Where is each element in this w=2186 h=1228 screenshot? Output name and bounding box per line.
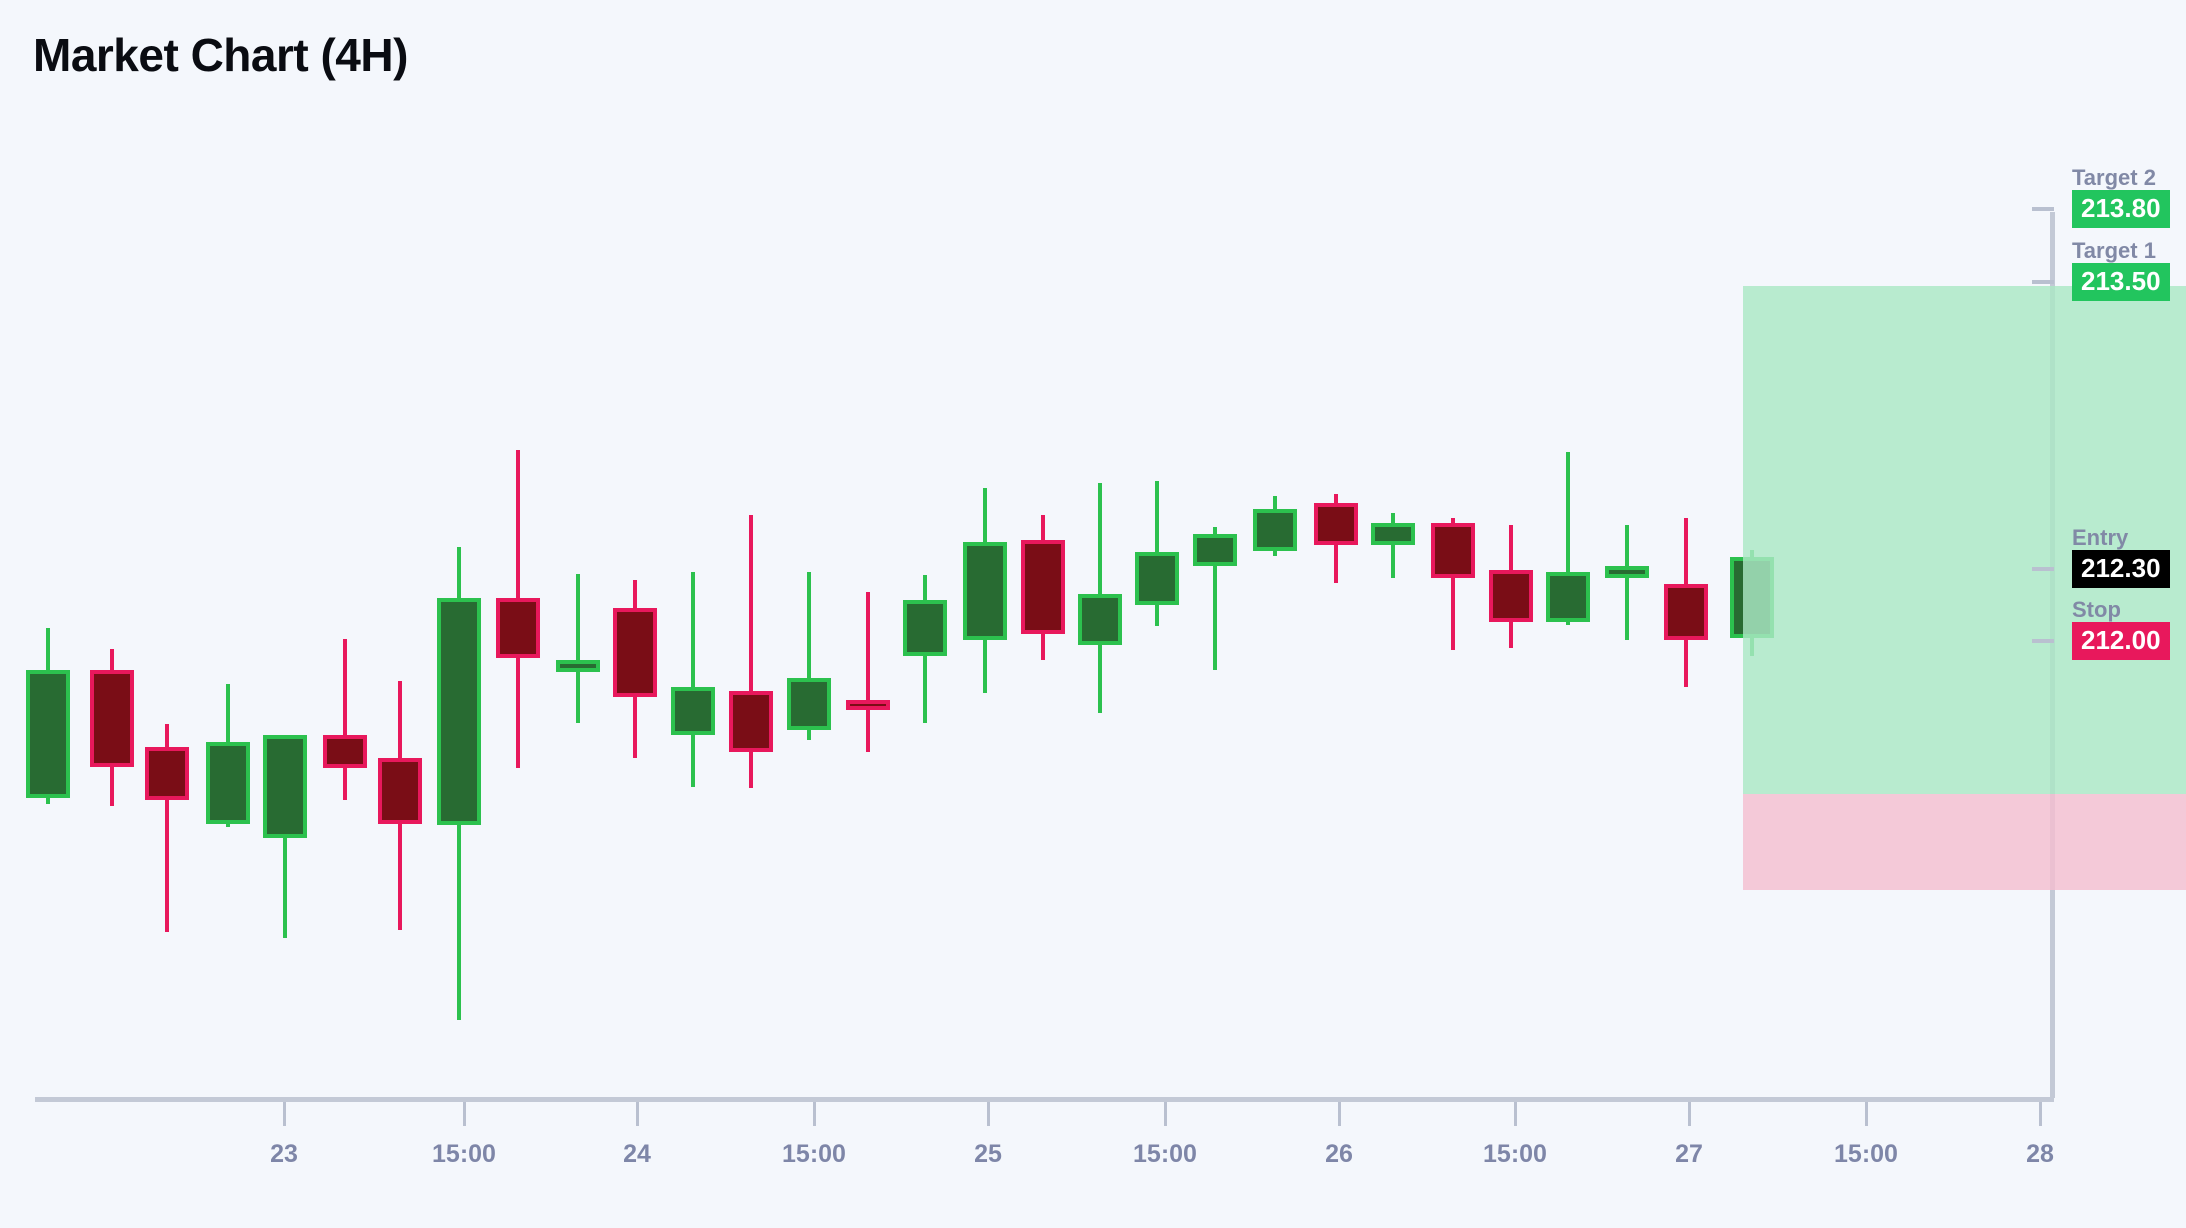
x-axis-tick — [1688, 1102, 1691, 1126]
candle-body — [963, 542, 1007, 640]
candle-wick — [576, 574, 580, 723]
x-axis-line — [35, 1097, 2054, 1102]
candle-body — [1078, 594, 1122, 645]
price-level-badge: 212.00 — [2072, 622, 2170, 660]
x-axis-tick — [1338, 1102, 1341, 1126]
candle-wick — [1625, 525, 1629, 640]
x-axis-tick — [283, 1102, 286, 1126]
x-axis-tick-label: 27 — [1675, 1140, 1703, 1168]
x-axis-tick-label: 25 — [974, 1140, 1002, 1168]
candle-body — [613, 608, 657, 697]
candle-body — [1489, 570, 1533, 622]
candle-body — [903, 600, 947, 656]
page-title: Market Chart (4H) — [33, 29, 408, 81]
candle-wick — [807, 572, 811, 740]
candle-body — [26, 670, 70, 798]
price-level-name: Stop — [2072, 597, 2121, 622]
candle-body — [1021, 540, 1065, 634]
candle-body — [496, 598, 540, 658]
x-axis-tick-label: 15:00 — [432, 1140, 496, 1168]
stop-zone — [1743, 794, 2186, 890]
candle-body — [437, 598, 481, 825]
x-axis-tick-label: 15:00 — [1133, 1140, 1197, 1168]
candle-body — [1664, 584, 1708, 640]
candle-wick — [165, 724, 169, 932]
x-axis-tick-label: 23 — [270, 1140, 298, 1168]
profit-zone — [1743, 286, 2186, 794]
x-axis-tick — [987, 1102, 990, 1126]
x-axis-tick — [463, 1102, 466, 1126]
candle-wick — [1391, 513, 1395, 578]
x-axis-tick — [1514, 1102, 1517, 1126]
candle-wick — [691, 572, 695, 787]
candle-body — [1135, 552, 1179, 605]
candle-wick — [866, 592, 870, 752]
candle-wick — [1451, 518, 1455, 650]
candle-body — [787, 678, 831, 730]
price-axis-tick — [2032, 280, 2054, 284]
x-axis-tick — [1164, 1102, 1167, 1126]
candle-body — [378, 758, 422, 824]
x-axis-tick — [813, 1102, 816, 1126]
x-axis-tick-label: 24 — [623, 1140, 651, 1168]
candle-body — [145, 747, 189, 800]
price-level-name: Target 1 — [2072, 238, 2156, 263]
x-axis-tick-label: 15:00 — [1834, 1140, 1898, 1168]
price-level-name: Entry — [2072, 525, 2129, 550]
price-axis-tick — [2032, 207, 2054, 211]
x-axis-tick — [1865, 1102, 1868, 1126]
x-axis-tick-label: 26 — [1325, 1140, 1353, 1168]
price-axis-tick — [2032, 567, 2054, 571]
candle-body — [90, 670, 134, 767]
candle-body — [1546, 572, 1590, 622]
candle-body — [729, 691, 773, 752]
candle-wick — [343, 639, 347, 800]
candle-body — [1371, 523, 1415, 545]
candle-body — [1314, 503, 1358, 545]
candle-body — [556, 660, 600, 672]
candle-body — [323, 735, 367, 768]
x-axis-tick — [636, 1102, 639, 1126]
candle-body — [206, 742, 250, 824]
price-axis-tick — [2032, 639, 2054, 643]
x-axis-tick-label: 15:00 — [782, 1140, 846, 1168]
candle-body — [671, 687, 715, 735]
x-axis-tick — [2039, 1102, 2042, 1126]
candle-wick — [1213, 527, 1217, 670]
candle-body — [263, 735, 307, 838]
price-level-badge: 213.50 — [2072, 263, 2170, 301]
candle-wick — [749, 515, 753, 788]
candle-body — [846, 700, 890, 710]
candle-body — [1193, 534, 1237, 566]
x-axis-tick-label: 28 — [2026, 1140, 2054, 1168]
price-level-badge: 213.80 — [2072, 190, 2170, 228]
candle-body — [1605, 566, 1649, 578]
candle-wick — [1566, 452, 1570, 625]
x-axis-tick-label: 15:00 — [1483, 1140, 1547, 1168]
price-level-badge: 212.30 — [2072, 550, 2170, 588]
candle-body — [1253, 509, 1297, 551]
price-level-name: Target 2 — [2072, 165, 2156, 190]
candle-body — [1431, 523, 1475, 578]
